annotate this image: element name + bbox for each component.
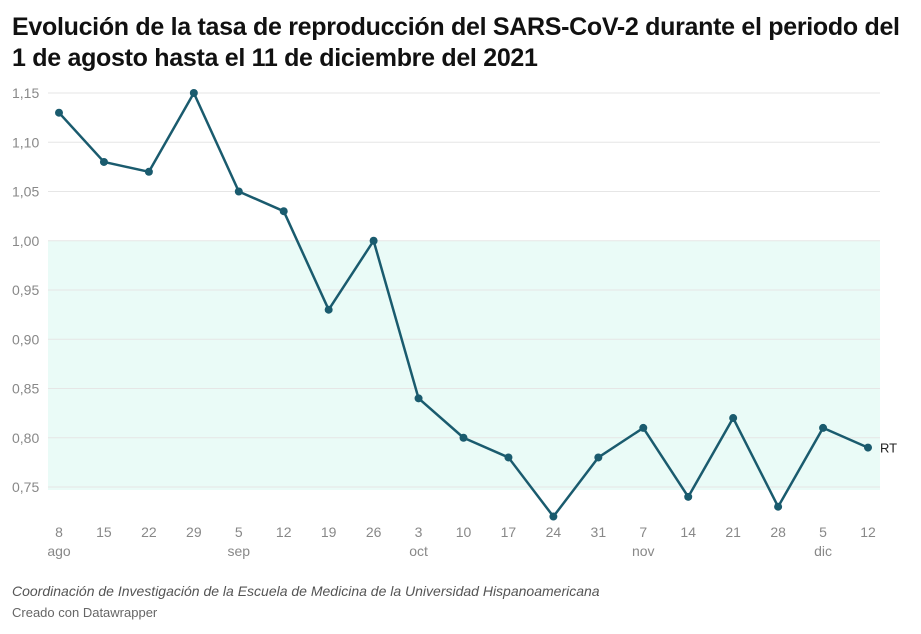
x-tick-label: 15 [96, 524, 112, 540]
x-tick-label: 8 [55, 524, 63, 540]
y-tick-label: 0,95 [12, 282, 39, 298]
x-tick-label: 28 [770, 524, 786, 540]
x-month-label: dic [814, 543, 832, 559]
data-point [55, 108, 63, 117]
data-point [729, 414, 738, 423]
x-tick-label: 7 [639, 524, 647, 540]
data-point [594, 453, 603, 462]
x-tick-label: 22 [141, 524, 157, 540]
data-point [864, 443, 872, 452]
y-tick-label: 0,75 [12, 479, 39, 495]
x-tick-label: 14 [680, 524, 696, 540]
x-tick-label: 10 [456, 524, 472, 540]
x-tick-label: 17 [501, 524, 517, 540]
source-note: Coordinación de Investigación de la Escu… [12, 583, 600, 599]
x-tick-label: 12 [860, 524, 876, 540]
x-month-label: oct [409, 543, 428, 559]
y-tick-label: 0,80 [12, 430, 39, 446]
x-month-label: nov [632, 543, 655, 559]
x-tick-label: 12 [276, 524, 292, 540]
y-tick-label: 1,15 [12, 85, 39, 101]
y-tick-label: 1,00 [12, 233, 39, 249]
y-tick-label: 1,05 [12, 184, 39, 200]
data-point [324, 305, 333, 314]
x-tick-label: 5 [235, 524, 243, 540]
x-tick-label: 3 [415, 524, 423, 540]
data-point [234, 187, 243, 196]
series-label: RT [880, 441, 897, 456]
x-tick-label: 24 [546, 524, 562, 540]
data-point [369, 236, 378, 245]
x-tick-label: 29 [186, 524, 202, 540]
data-point [279, 207, 288, 216]
x-tick-label: 26 [366, 524, 382, 540]
chart-title: Evolución de la tasa de reproducción del… [12, 13, 900, 72]
data-point [99, 157, 108, 166]
data-point [504, 453, 513, 462]
x-month-label: ago [47, 543, 71, 559]
data-point [684, 492, 693, 501]
data-point [639, 423, 648, 432]
x-tick-label: 19 [321, 524, 337, 540]
x-month-label: sep [227, 543, 250, 559]
data-point [459, 433, 468, 442]
x-tick-label: 31 [591, 524, 607, 540]
y-tick-label: 0,90 [12, 331, 39, 347]
data-point [414, 394, 423, 403]
y-tick-label: 1,10 [12, 134, 39, 150]
credit-link[interactable]: Creado con Datawrapper [12, 605, 158, 620]
x-tick-label: 5 [819, 524, 827, 540]
data-point [144, 167, 153, 176]
y-tick-label: 0,85 [12, 381, 39, 397]
data-point [774, 502, 783, 511]
threshold-band [48, 240, 880, 490]
x-tick-label: 21 [725, 524, 741, 540]
data-point [819, 423, 828, 432]
data-point [189, 89, 198, 97]
data-point [549, 512, 558, 521]
